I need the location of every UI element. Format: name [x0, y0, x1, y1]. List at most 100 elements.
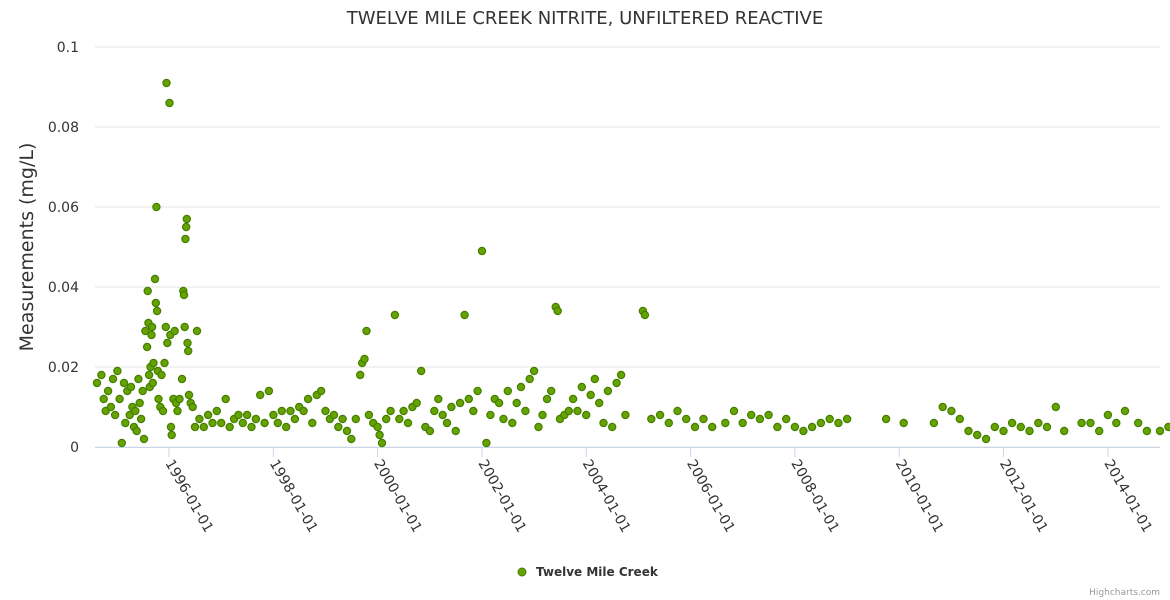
data-point[interactable]	[106, 402, 116, 412]
data-point[interactable]	[442, 418, 452, 428]
data-point[interactable]	[721, 418, 730, 428]
data-point[interactable]	[538, 410, 547, 420]
data-point[interactable]	[616, 370, 626, 380]
data-point[interactable]	[382, 414, 391, 424]
data-point[interactable]	[521, 406, 530, 416]
data-point[interactable]	[163, 338, 172, 348]
data-point[interactable]	[990, 422, 1000, 432]
data-point[interactable]	[134, 374, 143, 384]
data-point[interactable]	[412, 398, 421, 408]
data-point[interactable]	[955, 414, 965, 424]
data-point[interactable]	[269, 410, 278, 420]
data-point[interactable]	[161, 322, 170, 332]
data-point[interactable]	[621, 410, 630, 420]
data-point[interactable]	[342, 426, 352, 436]
data-point[interactable]	[141, 326, 150, 336]
credits-link[interactable]: Highcharts.com	[1089, 588, 1160, 598]
data-point[interactable]	[747, 410, 756, 420]
data-point[interactable]	[782, 414, 791, 424]
data-point[interactable]	[573, 406, 582, 416]
data-point[interactable]	[1007, 418, 1017, 428]
data-point[interactable]	[1051, 402, 1061, 412]
data-point[interactable]	[512, 398, 521, 408]
data-point[interactable]	[286, 406, 295, 416]
legend[interactable]: Twelve Mile Creek	[517, 565, 659, 579]
data-point[interactable]	[447, 402, 456, 412]
data-point[interactable]	[264, 386, 274, 396]
data-point[interactable]	[321, 406, 330, 416]
data-point[interactable]	[482, 438, 491, 448]
data-point[interactable]	[816, 418, 826, 428]
data-point[interactable]	[139, 434, 149, 444]
data-point[interactable]	[216, 418, 226, 428]
data-point[interactable]	[773, 422, 782, 432]
data-point[interactable]	[177, 374, 187, 384]
data-point[interactable]	[899, 418, 908, 428]
data-point[interactable]	[221, 394, 230, 404]
data-point[interactable]	[256, 390, 265, 400]
data-point[interactable]	[682, 414, 691, 424]
data-point[interactable]	[97, 370, 106, 380]
data-point[interactable]	[1025, 426, 1034, 436]
data-point[interactable]	[494, 398, 504, 408]
data-point[interactable]	[477, 246, 487, 256]
data-point[interactable]	[152, 306, 162, 316]
data-point[interactable]	[708, 422, 717, 432]
data-point[interactable]	[251, 414, 261, 424]
data-point[interactable]	[938, 402, 947, 412]
data-point[interactable]	[1103, 410, 1113, 420]
data-point[interactable]	[356, 370, 365, 380]
data-point[interactable]	[377, 438, 387, 448]
data-point[interactable]	[158, 406, 168, 416]
data-point[interactable]	[103, 386, 113, 396]
data-point[interactable]	[434, 394, 443, 404]
legend-item-twelve-mile-creek[interactable]: Twelve Mile Creek	[536, 565, 659, 579]
data-point[interactable]	[148, 378, 157, 388]
data-point[interactable]	[947, 406, 956, 416]
data-point[interactable]	[277, 406, 286, 416]
data-point[interactable]	[132, 426, 141, 436]
data-point[interactable]	[807, 422, 817, 432]
data-point[interactable]	[373, 422, 382, 432]
data-point[interactable]	[308, 418, 317, 428]
data-point[interactable]	[351, 414, 360, 424]
data-point[interactable]	[1133, 418, 1143, 428]
data-point[interactable]	[152, 202, 161, 212]
data-point[interactable]	[338, 414, 347, 424]
data-point[interactable]	[464, 394, 473, 404]
data-point[interactable]	[162, 78, 171, 88]
data-point[interactable]	[110, 410, 120, 420]
data-point[interactable]	[131, 406, 140, 416]
data-point[interactable]	[1164, 422, 1170, 432]
data-point[interactable]	[195, 414, 204, 424]
data-point[interactable]	[590, 374, 600, 384]
data-point[interactable]	[154, 394, 163, 404]
data-point[interactable]	[577, 382, 587, 392]
data-point[interactable]	[151, 298, 160, 308]
data-point[interactable]	[170, 326, 179, 336]
data-point[interactable]	[225, 422, 234, 432]
data-point[interactable]	[181, 222, 191, 232]
data-point[interactable]	[362, 326, 371, 336]
data-point[interactable]	[525, 374, 534, 384]
data-point[interactable]	[290, 414, 300, 424]
data-point[interactable]	[136, 414, 146, 424]
data-point[interactable]	[316, 386, 326, 396]
data-point[interactable]	[157, 370, 166, 380]
data-point[interactable]	[135, 398, 144, 408]
data-point[interactable]	[981, 434, 991, 444]
data-point[interactable]	[1112, 418, 1121, 428]
data-point[interactable]	[188, 402, 197, 412]
data-point[interactable]	[181, 234, 190, 244]
data-point[interactable]	[1094, 426, 1104, 436]
data-point[interactable]	[184, 390, 194, 400]
data-point[interactable]	[108, 374, 118, 384]
data-point[interactable]	[529, 366, 539, 376]
data-point[interactable]	[364, 410, 374, 420]
data-point[interactable]	[647, 414, 656, 424]
data-point[interactable]	[553, 306, 562, 316]
data-point[interactable]	[182, 214, 191, 224]
data-point[interactable]	[764, 410, 773, 420]
data-point[interactable]	[612, 378, 621, 388]
data-point[interactable]	[673, 406, 682, 416]
